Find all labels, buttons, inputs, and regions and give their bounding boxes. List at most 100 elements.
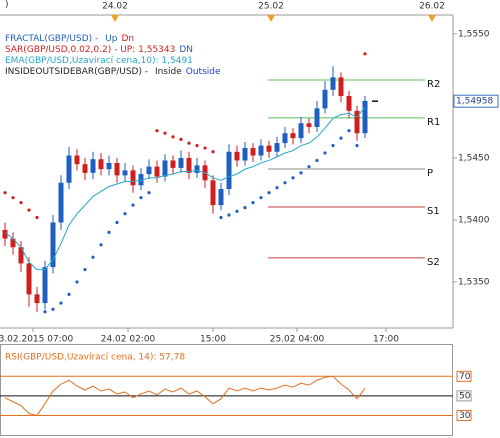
sar-dot [35, 215, 39, 220]
sar-dot [19, 201, 23, 205]
rsi-level-box [456, 390, 472, 402]
x-tick-label: 24.02 02:00 [101, 335, 156, 345]
sar-dot [155, 129, 159, 133]
candle-body [10, 238, 16, 248]
sar-dot [211, 150, 215, 154]
candle-body [298, 123, 304, 139]
candle-body [282, 133, 288, 144]
top-date-label: 24.02 [102, 2, 128, 12]
rsi-level-label: 30 [459, 411, 471, 421]
sar-dot [275, 186, 279, 190]
candle-body [218, 188, 224, 206]
sar-dot [131, 203, 135, 207]
legend-text: FRACTAL(GBP/USD) - [5, 34, 101, 44]
pivot-label: P [427, 168, 433, 179]
candle-body [210, 180, 216, 206]
sar-dot [11, 196, 15, 200]
candle-body [322, 89, 328, 109]
candle-body [186, 157, 192, 173]
sar-dot [83, 267, 87, 272]
rsi-level-box [456, 370, 472, 382]
candle-body [50, 222, 56, 268]
rsi-line [4, 375, 366, 417]
sar-dot [251, 201, 255, 205]
pivot-label: S2 [427, 257, 440, 268]
candle-body [18, 247, 24, 264]
sar-dot [235, 209, 239, 213]
legend-text: ) [5, 0, 9, 10]
sar-dot [339, 136, 343, 140]
candle-body [314, 108, 320, 127]
candle-body [234, 151, 240, 161]
candle-body [290, 133, 296, 139]
date-marker [428, 15, 436, 22]
candle-body [346, 95, 352, 111]
date-marker [111, 15, 119, 22]
sar-dot [315, 158, 319, 163]
rsi-title: RSI(GBP/USD,Uzavírací cena, 14): 57,78 [5, 353, 185, 363]
sar-dot [123, 212, 127, 216]
pivot-label: S1 [427, 206, 440, 217]
date-marker [267, 15, 275, 22]
sar-dot [115, 220, 119, 225]
sar-dot [331, 143, 335, 148]
candle-body [90, 159, 96, 173]
sar-dot [363, 52, 367, 56]
legend-text: INSIDEOUTSIDEBAR(GBP/USD) - [5, 67, 151, 77]
candle-body [226, 151, 232, 189]
candle-body [34, 294, 40, 304]
sar-dot [51, 307, 55, 311]
sar-dot [291, 176, 295, 180]
sar-dot [139, 196, 143, 200]
legend-text: DN [179, 45, 193, 55]
sar-dot [195, 143, 199, 148]
candle-body [362, 100, 368, 134]
candle-body [354, 110, 360, 134]
legend-text: Dn [121, 34, 134, 44]
sar-dot [267, 191, 271, 195]
candle-body [330, 77, 336, 90]
candle-body [162, 160, 168, 177]
candle-body [258, 145, 264, 156]
candle-body [194, 165, 200, 173]
sar-dot [355, 143, 359, 148]
x-tick-label: 25.02 04:00 [270, 335, 325, 345]
sar-dot [3, 191, 7, 195]
sar-dot [323, 151, 327, 155]
rsi-level-label: 70 [459, 372, 471, 382]
sar-dot [27, 208, 31, 212]
candle-body [114, 162, 120, 176]
legend-line: FRACTAL(GBP/USD) - Up Dn [5, 34, 134, 44]
candle-body [266, 145, 272, 152]
x-tick-label: 17:00 [373, 335, 399, 345]
ema-line [4, 106, 366, 271]
x-tick-label: 23.02.2015 07:00 [0, 335, 73, 345]
candle-body [98, 159, 104, 170]
sar-dot [163, 131, 167, 135]
legend-text: Up [105, 34, 118, 44]
y-tick-label: 1,5550 [458, 29, 490, 39]
last-price-box [453, 94, 499, 108]
rsi-panel [0, 344, 453, 436]
sar-dot [107, 230, 111, 234]
sar-dot [187, 141, 191, 145]
rsi-level-box [456, 409, 472, 421]
sar-dot [147, 191, 151, 195]
pivot-label: R1 [427, 117, 440, 128]
sar-dot [99, 243, 103, 247]
legend-text: Inside [155, 67, 182, 77]
legend-line: ) [5, 0, 9, 10]
sar-dot [227, 213, 231, 217]
pivot-label: R2 [427, 79, 440, 90]
candle-body [122, 170, 128, 176]
candle-body [178, 157, 184, 168]
legend-line: EMA(GBP/USD,Uzavírací cena,10): 1,5491 [5, 56, 193, 66]
sar-dot [259, 196, 263, 200]
candle-body [106, 162, 112, 170]
sar-dot [179, 137, 183, 141]
candle-body [306, 123, 312, 127]
sar-dot [219, 215, 223, 220]
